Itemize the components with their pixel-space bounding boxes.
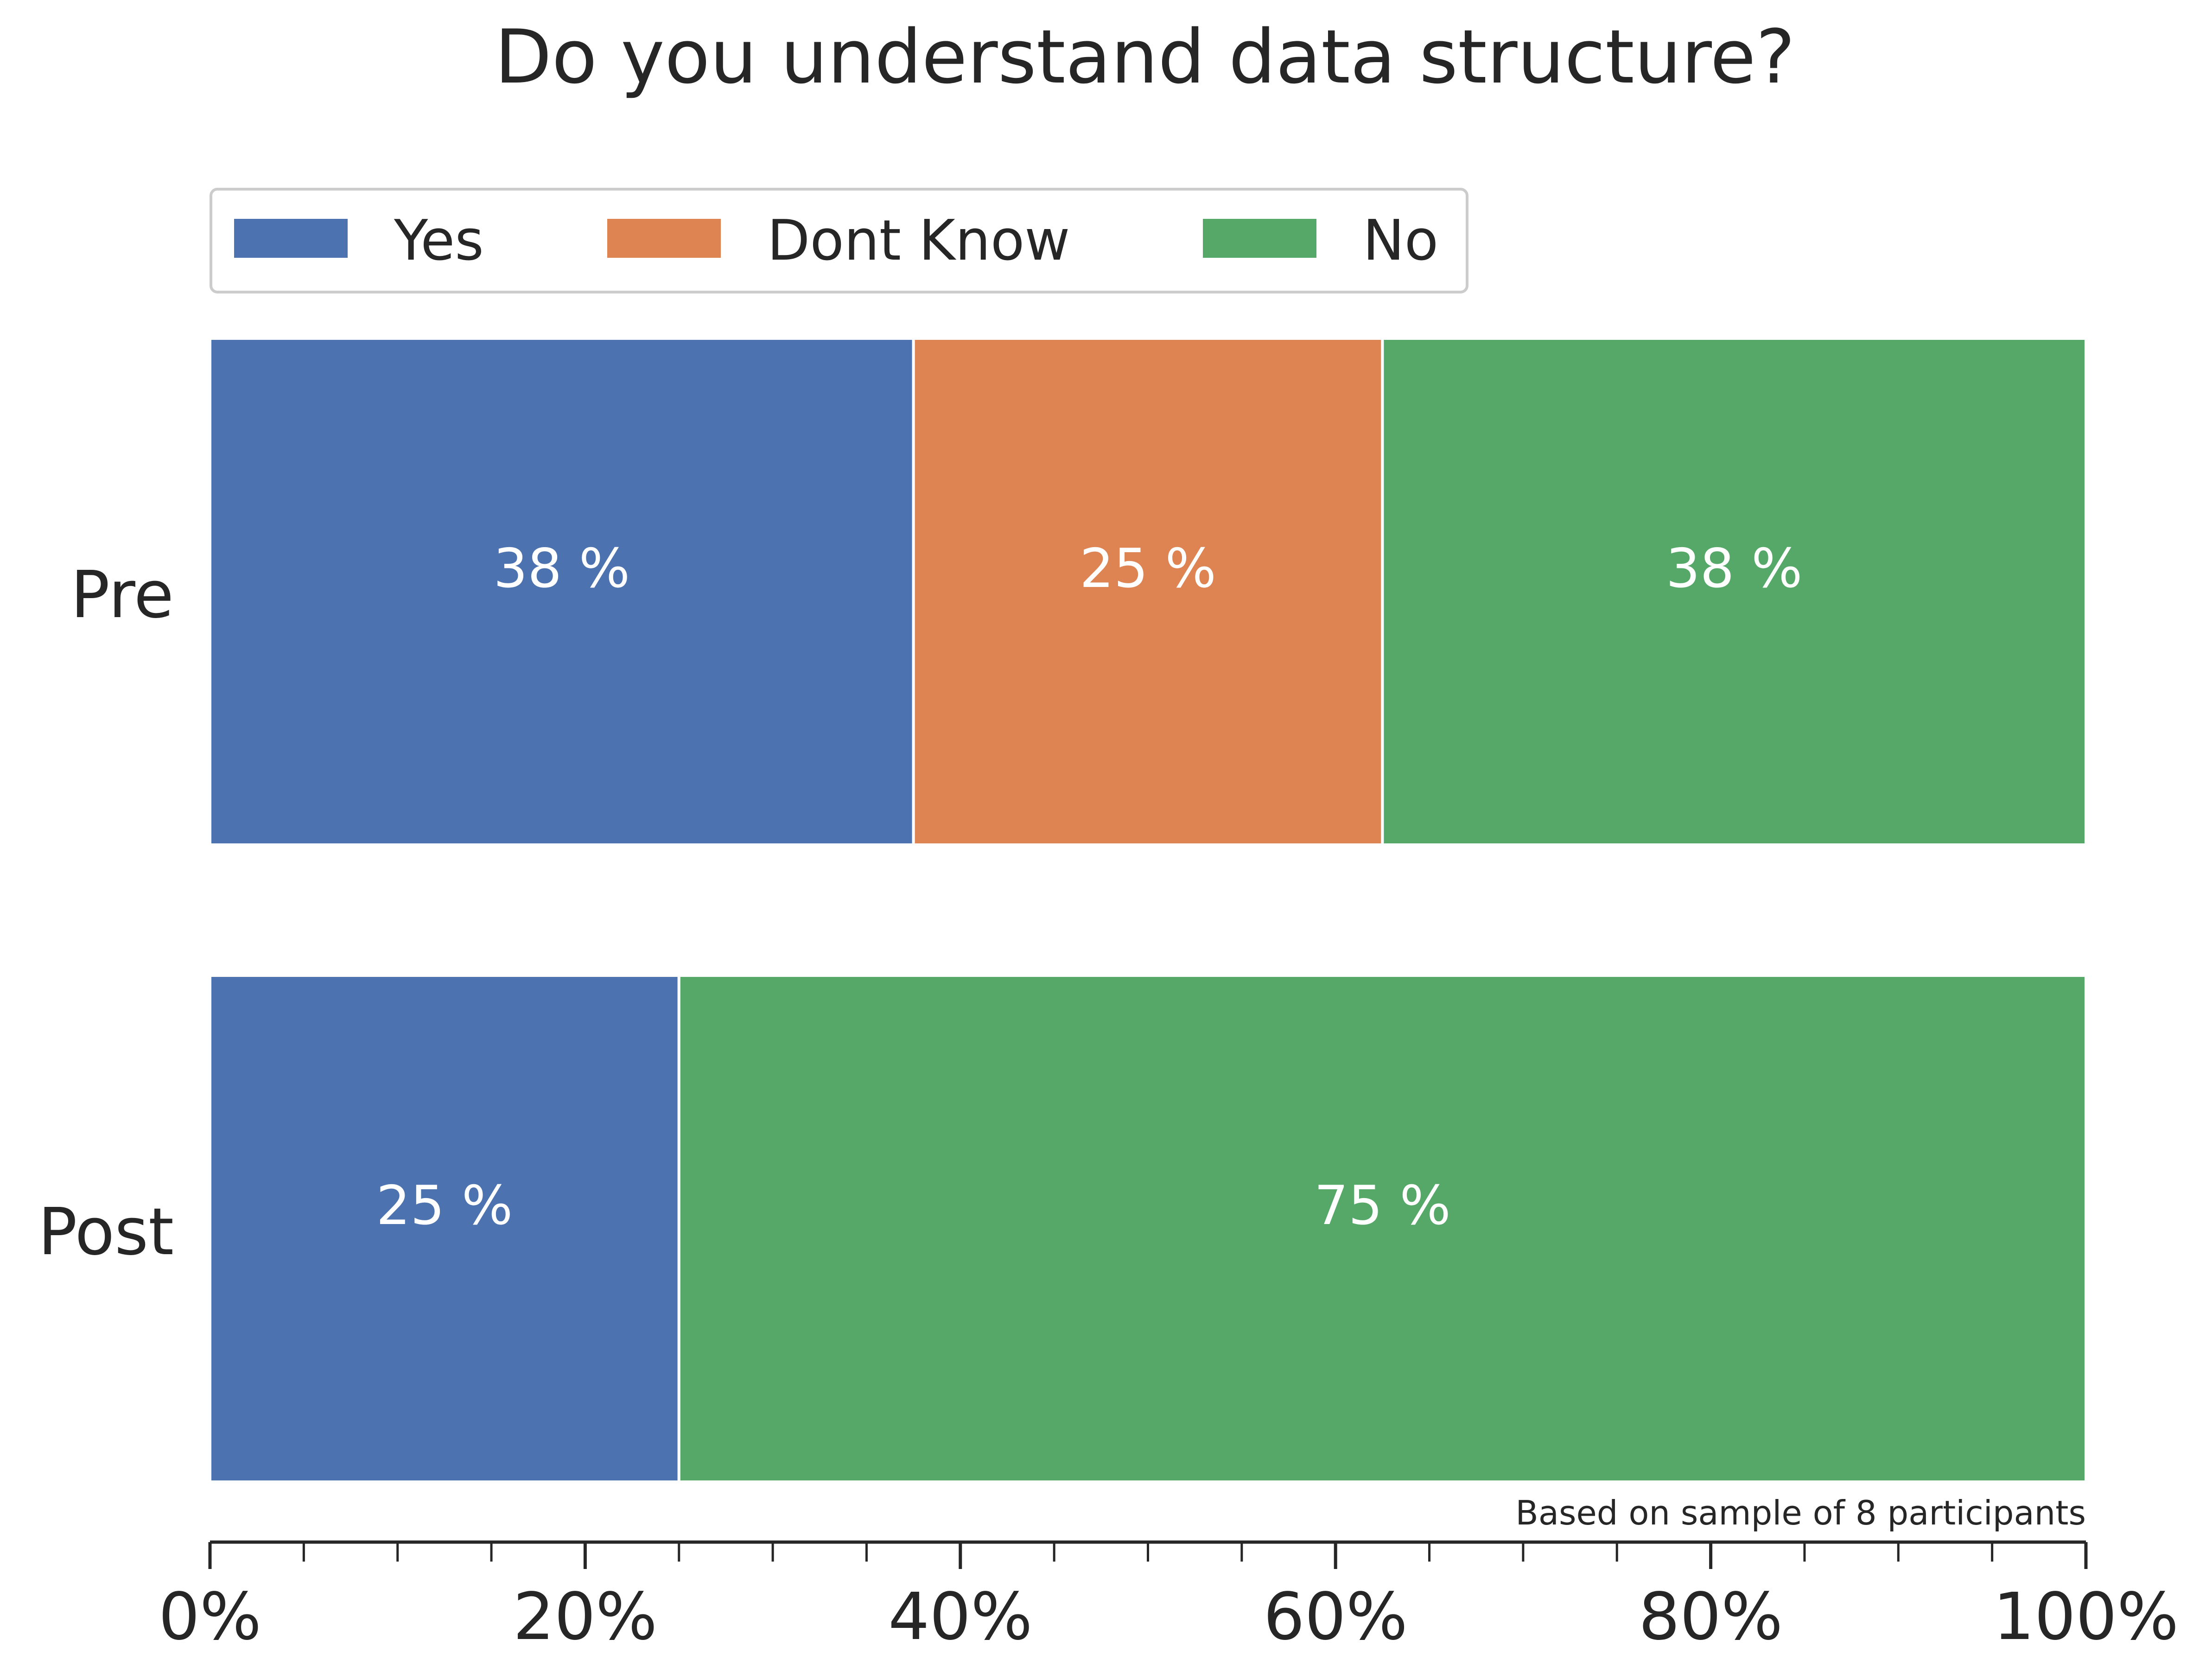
bar-label-post-yes: 25 % bbox=[376, 1174, 513, 1237]
bars bbox=[209, 337, 2087, 1483]
legend-swatch-dont-know bbox=[607, 219, 721, 258]
x-tick-label-0: 0% bbox=[159, 1579, 261, 1655]
bar-labels: 38 % 25 % 38 % 25 % 75 % bbox=[376, 537, 1803, 1237]
bar-label-pre-yes: 38 % bbox=[493, 537, 630, 600]
legend-swatch-no bbox=[1203, 219, 1316, 258]
bar-label-pre-no: 38 % bbox=[1666, 537, 1803, 600]
y-tick-label-post: Post bbox=[38, 1194, 174, 1270]
legend-label-dont-know: Dont Know bbox=[767, 209, 1070, 273]
legend-swatch-yes bbox=[234, 219, 348, 258]
x-tick-label-80: 80% bbox=[1639, 1579, 1783, 1655]
bar-label-post-no: 75 % bbox=[1314, 1174, 1451, 1237]
legend-label-yes: Yes bbox=[394, 209, 484, 273]
legend-label-no: No bbox=[1363, 209, 1438, 273]
bar-pre-no bbox=[1381, 337, 2087, 846]
bar-pre-yes bbox=[209, 337, 915, 846]
y-tick-label-pre: Pre bbox=[70, 557, 174, 633]
legend: Yes Dont Know No bbox=[210, 188, 1468, 293]
bar-post-yes bbox=[209, 974, 680, 1483]
y-axis-labels: Pre Post bbox=[38, 557, 174, 1270]
chart-title: Do you understand data structure? bbox=[495, 13, 1795, 100]
footnote: Based on sample of 8 participants bbox=[1515, 1493, 2086, 1532]
x-tick-label-100: 100% bbox=[1993, 1579, 2179, 1655]
x-axis: 0% 20% 40% 60% 80% 100% bbox=[159, 1540, 2179, 1655]
x-tick-label-40: 40% bbox=[888, 1579, 1032, 1655]
bar-post-no bbox=[677, 974, 2087, 1483]
legend-box bbox=[210, 188, 1468, 293]
bar-label-pre-dont-know: 25 % bbox=[1080, 537, 1216, 600]
x-tick-label-20: 20% bbox=[513, 1579, 657, 1655]
x-tick-label-60: 60% bbox=[1264, 1579, 1408, 1655]
